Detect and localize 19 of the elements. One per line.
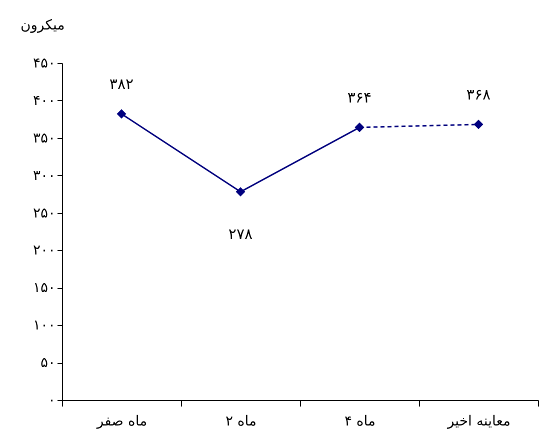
y-tick-label: ۴۰۰ — [32, 92, 56, 109]
y-tick-label: ۳۵۰ — [32, 130, 56, 146]
data-label: ۳۸۲ — [109, 74, 134, 93]
y-tick-label: ۴۵۰ — [32, 56, 56, 72]
y-tick-label: ۱۵۰ — [32, 280, 56, 296]
y-tick-label: ۱۰۰ — [32, 318, 56, 334]
data-label: ۳۶۸ — [466, 85, 491, 104]
y-axis-title: میکرون — [20, 18, 65, 34]
y-tick-label: ۰ — [48, 392, 56, 408]
y-tick-label: ۲۰۰ — [32, 242, 56, 259]
x-tick-label: ماه ۲ — [225, 414, 257, 430]
y-tick-label: ۵۰ — [40, 355, 56, 372]
x-tick-label: ماه ۴ — [344, 414, 376, 430]
data-label: ۳۶۴ — [347, 88, 372, 106]
y-tick-label: ۲۵۰ — [32, 205, 56, 222]
y-tick-label: ۳۰۰ — [32, 168, 56, 184]
x-tick-label: معاینه اخیر — [446, 414, 511, 430]
data-label: ۲۷۸ — [228, 224, 253, 243]
x-tick-label: ماه صفر — [96, 414, 148, 430]
